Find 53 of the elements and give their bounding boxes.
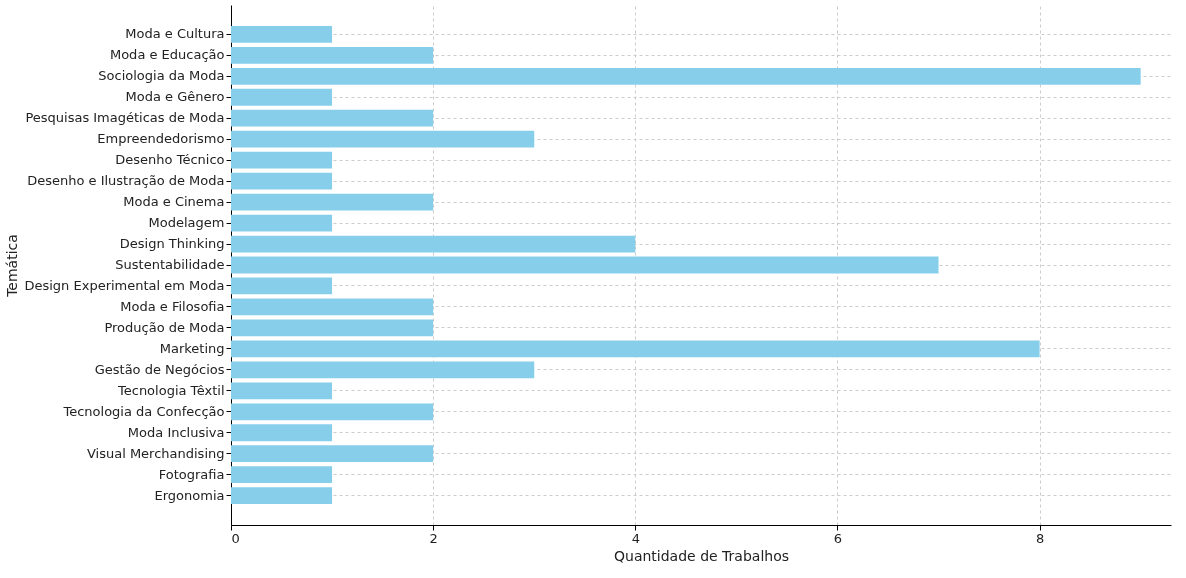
bar (231, 298, 434, 316)
y-tick-label: Moda e Cinema (123, 194, 225, 210)
y-tick-label: Ergonomia (154, 487, 225, 503)
bar (231, 382, 333, 400)
y-tick-label: Moda e Cultura (125, 26, 225, 42)
bar (231, 109, 434, 127)
x-axis-title: Quantidade de Trabalhos (613, 547, 790, 564)
y-tick-label: Marketing (159, 340, 225, 356)
y-tick-label: Visual Merchandising (86, 445, 225, 461)
y-tick-label: Gestão de Negócios (94, 361, 225, 377)
bar (231, 466, 333, 484)
bar (231, 151, 333, 169)
bar (231, 487, 333, 505)
y-tick-label: Produção de Moda (104, 319, 225, 335)
bar (231, 193, 434, 211)
bar (231, 88, 333, 106)
bar (231, 130, 535, 148)
bar (231, 46, 434, 64)
y-tick-label: Moda e Filosofia (120, 298, 225, 314)
y-tick-label: Empreendedorismo (97, 131, 225, 147)
x-tick-label: 4 (631, 530, 640, 546)
bar (231, 172, 333, 190)
y-tick-label: Pesquisas Imagéticas de Moda (25, 110, 225, 126)
bar (231, 277, 333, 295)
y-tick-label: Sociologia da Moda (98, 68, 225, 84)
x-tick-label: 0 (231, 530, 240, 546)
bar (231, 424, 333, 442)
y-tick-label: Moda e Educação (109, 47, 225, 63)
y-tick-label: Tecnologia Têxtil (117, 382, 225, 398)
y-tick-label: Design Experimental em Moda (24, 277, 225, 293)
y-tick-label: Moda e Gênero (125, 89, 225, 105)
bar (231, 256, 939, 274)
bar (231, 214, 333, 232)
x-tick-label: 6 (833, 530, 843, 546)
bar (231, 235, 636, 253)
y-axis-title: Temática (3, 234, 20, 298)
y-tick-label: Modelagem (148, 215, 225, 231)
bar (231, 319, 434, 337)
y-tick-label: Moda Inclusiva (127, 424, 225, 440)
y-tick-label: Desenho e Ilustração de Moda (27, 173, 225, 189)
y-tick-label: Tecnologia da Confecção (62, 403, 225, 419)
y-tick-label: Desenho Técnico (115, 152, 225, 168)
bar (231, 403, 434, 421)
bar (231, 340, 1040, 358)
bar (231, 361, 535, 379)
y-tick-label: Sustentabilidade (115, 257, 225, 272)
bar (231, 25, 333, 43)
bar (231, 445, 434, 463)
x-tick-label: 2 (429, 530, 438, 546)
x-tick-label: 8 (1035, 530, 1045, 546)
bar (231, 67, 1141, 85)
y-tick-label: Design Thinking (119, 236, 225, 252)
y-tick-label: Fotografia (158, 466, 225, 482)
